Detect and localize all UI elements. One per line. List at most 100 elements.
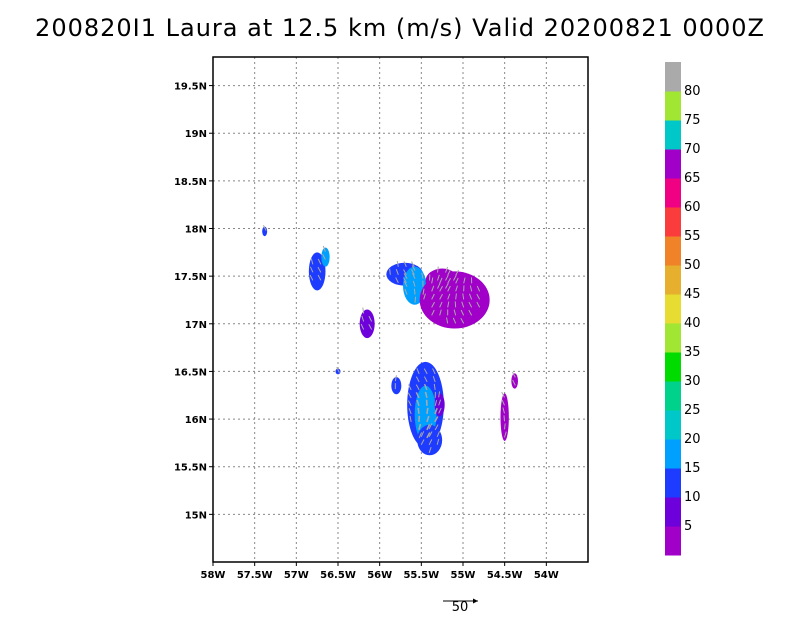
wind-arrow — [428, 431, 433, 438]
wind-arrow — [438, 391, 441, 398]
y-tick-label: 17N — [185, 320, 207, 331]
wind-arrow — [439, 293, 443, 300]
wind-region — [335, 368, 341, 375]
colorbar-label: 65 — [684, 171, 701, 186]
colorbar-label: 15 — [684, 461, 701, 476]
wind-arrow — [455, 293, 457, 300]
wind-arrow — [469, 285, 473, 292]
x-tick-label: 56W — [367, 570, 392, 581]
wind-arrow — [445, 283, 449, 289]
wind-arrow — [403, 261, 407, 268]
colorbar-swatch — [665, 468, 681, 498]
colorbar-swatch — [665, 497, 681, 527]
wind-arrow — [436, 438, 440, 445]
wind-arrow — [455, 285, 458, 292]
x-tick-label: 58W — [201, 570, 226, 581]
y-tick-label: 17.5N — [174, 272, 207, 283]
colorbar-swatch — [665, 207, 681, 237]
x-axis-ticks: 58W 57.5W 57W 56.5W 56W 55.5W 55W 54.5W 54W — [201, 562, 559, 581]
wind-arrow — [426, 432, 430, 438]
wind-arrow — [460, 317, 465, 324]
wind-arrow — [389, 268, 391, 275]
wind-arrow — [452, 317, 457, 324]
wind-arrow — [317, 266, 322, 273]
x-tick-label: 56.5W — [320, 570, 356, 581]
wind-region — [391, 377, 402, 395]
wind-arrow — [432, 368, 436, 375]
wind-arrow — [439, 301, 443, 308]
wind-arrow — [426, 416, 430, 423]
colorbar-swatch — [665, 62, 681, 92]
wind-arrow — [468, 293, 473, 300]
wind-arrow — [422, 288, 425, 295]
wind-region — [511, 373, 518, 389]
colorbar-swatch — [665, 439, 681, 469]
colorbar-label: 70 — [684, 142, 701, 157]
wind-arrow — [437, 274, 440, 281]
wind-arrow — [418, 423, 421, 430]
wind-arrow — [309, 274, 314, 281]
colorbar-label: 45 — [684, 287, 701, 302]
wind-arrow — [453, 309, 457, 316]
wind-arrow — [395, 269, 399, 275]
colorbar-label: 10 — [684, 490, 701, 505]
wind-arrow — [409, 415, 412, 422]
wind-arrow — [418, 423, 422, 431]
wind-arrow — [434, 408, 438, 415]
colorbar-swatch — [665, 410, 681, 440]
x-tick-label: 57.5W — [237, 570, 273, 581]
wind-arrow — [362, 307, 365, 314]
wind-arrow — [426, 424, 431, 431]
wind-arrow — [501, 391, 505, 398]
y-tick-label: 18N — [185, 225, 207, 236]
wind-arrow — [447, 269, 451, 276]
wind-arrow — [414, 296, 417, 303]
wind-arrow — [412, 272, 416, 279]
y-tick-label: 16N — [185, 415, 207, 426]
wind-arrow — [434, 399, 438, 407]
wind-region — [425, 268, 459, 294]
wind-arrow — [322, 245, 326, 252]
wind-arrow — [447, 277, 451, 284]
wind-arrow — [336, 367, 340, 373]
wind-arrow — [426, 424, 430, 430]
colorbar-label: 60 — [684, 200, 701, 215]
x-tick-label: 55W — [451, 570, 476, 581]
wind-arrow — [424, 391, 428, 398]
wind-arrow — [368, 323, 373, 330]
wind-arrow — [439, 285, 443, 292]
wind-arrow — [476, 285, 481, 292]
wind-arrow — [438, 399, 442, 406]
wind-arrow — [445, 266, 449, 273]
x-tick-label: 57W — [284, 570, 309, 581]
wind-arrow — [502, 407, 505, 414]
y-tick-label: 19N — [185, 129, 207, 140]
wind-arrow — [411, 265, 416, 271]
wind-arrow — [431, 309, 435, 316]
wind-arrow — [434, 424, 439, 431]
wind-arrow — [396, 260, 399, 267]
wind-arrow — [437, 282, 441, 289]
colorbar-swatch — [665, 91, 681, 121]
wind-arrow — [436, 431, 441, 437]
map-background — [213, 57, 588, 562]
wind-arrow — [434, 416, 439, 423]
wind-arrow — [423, 383, 428, 390]
reference-vector-label: 50 — [451, 600, 469, 615]
colorbar-swatch — [665, 120, 681, 150]
colorbar-swatch — [665, 526, 681, 556]
wind-arrow — [462, 293, 465, 300]
wind-arrow — [309, 266, 314, 273]
wind-arrow — [455, 269, 459, 276]
wind-arrow — [420, 431, 425, 438]
reference-vector — [443, 598, 478, 604]
wind-region — [321, 247, 330, 267]
wind-arrow — [423, 293, 426, 300]
wind-arrow — [468, 301, 473, 308]
wind-arrow — [421, 272, 424, 279]
colorbar-label: 75 — [684, 113, 701, 128]
colorbar: 5 10 15 20 25 30 35 40 45 50 55 60 65 70 75 80 — [665, 62, 701, 556]
wind-arrow — [317, 274, 322, 281]
wind-arrow — [416, 368, 420, 375]
